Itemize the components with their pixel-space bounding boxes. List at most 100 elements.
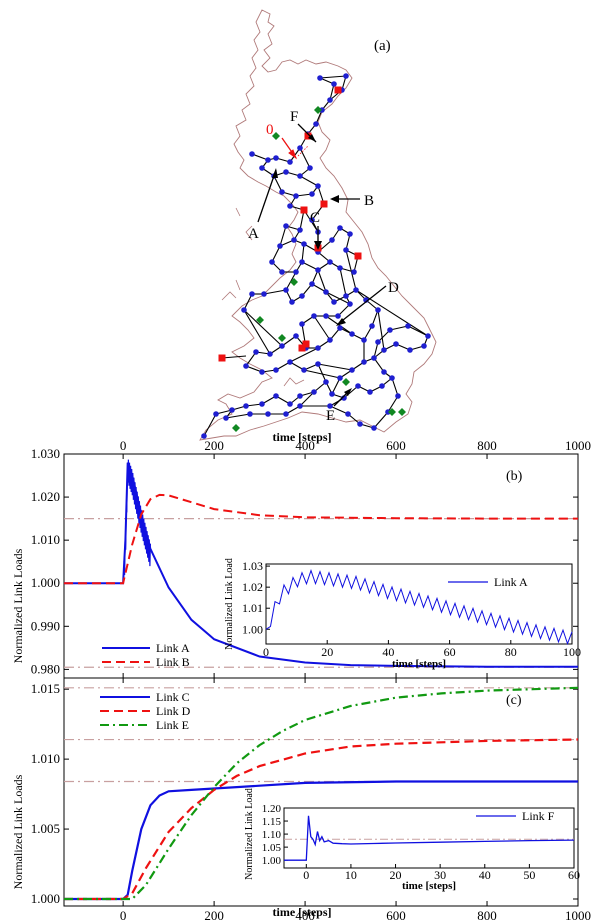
network-node	[201, 433, 207, 439]
network-link	[317, 363, 327, 383]
network-node	[381, 347, 387, 353]
inset-b-ytick-label: 1.00	[242, 622, 263, 636]
network-link	[373, 357, 385, 373]
annotation-C-label: C	[310, 210, 320, 226]
consumer-node	[388, 408, 396, 416]
network-node	[343, 247, 349, 253]
inset-c-xtick-label: 20	[390, 868, 402, 882]
annotation-A-label: A	[248, 226, 259, 242]
network-link	[337, 303, 351, 317]
series-link-a-oscillation	[123, 459, 151, 576]
network-node	[347, 231, 353, 237]
network-node	[293, 269, 299, 275]
inset-c-ytick-label: 1.10	[262, 829, 282, 841]
network-node	[291, 237, 297, 243]
annotation-F-label: F	[290, 109, 298, 125]
chart-c-xtick-label: 200	[204, 908, 224, 922]
network-link	[377, 329, 391, 343]
network-node	[279, 269, 285, 275]
inset-b-ylabel: Normalized Link Load	[224, 558, 235, 650]
series-link-d	[64, 738, 579, 901]
generator-node	[354, 252, 362, 260]
series-link-a	[64, 462, 578, 668]
network-node	[297, 393, 303, 399]
network-node	[249, 291, 255, 297]
consumer-node	[256, 316, 264, 324]
network-link	[301, 261, 319, 271]
network-link	[281, 335, 297, 347]
network-node	[253, 349, 259, 355]
inset-c-xtick-label: 30	[434, 868, 446, 882]
network-link	[313, 315, 331, 341]
network-node	[273, 367, 279, 373]
generator-node	[302, 340, 310, 348]
network-link	[299, 175, 319, 187]
annotation-D-arrow	[337, 285, 387, 325]
network-link	[245, 351, 257, 367]
inset-c-xtick-label: 40	[479, 868, 491, 882]
network-node	[375, 307, 381, 313]
network-node	[297, 227, 303, 233]
network-node	[323, 289, 329, 295]
chart-b-ytick-label: 0.990	[31, 618, 60, 633]
network-node	[267, 351, 273, 357]
annotation-E-label: E	[326, 408, 335, 424]
network-node	[309, 281, 315, 287]
chart-b-ytick-label: 1.000	[31, 575, 60, 590]
network-node	[259, 401, 265, 407]
chart-c-xtick-label: 400	[295, 908, 315, 922]
chart-c-ytick-label: 1.000	[31, 891, 60, 906]
network-node	[393, 341, 399, 347]
chart-c: 0 200 400 600 800 10001.0001.0051.0101.015Nor…	[11, 677, 591, 922]
chart-b-xtick-label-top: 1000	[565, 438, 591, 453]
network-link	[391, 377, 399, 397]
annotation-A-arrowhead	[272, 168, 278, 178]
inset-c-background	[283, 804, 575, 870]
annotation-0-dotted-link	[297, 145, 309, 157]
network-node	[331, 299, 337, 305]
network-link	[325, 291, 351, 305]
network-link	[251, 153, 269, 161]
annotation-C-arrowhead	[314, 241, 322, 250]
network-link	[355, 289, 429, 337]
network-node	[361, 337, 367, 343]
consumer-node	[232, 424, 240, 432]
chart-c-xtick-label: 600	[386, 908, 406, 922]
network-link	[339, 267, 347, 297]
network-node	[345, 411, 351, 417]
chart-b-ylabel: Normalized Link Loads	[11, 548, 25, 663]
annotation-D-arrowhead	[336, 318, 346, 326]
legend-label-link-a: Link A	[156, 641, 190, 655]
network-node	[313, 121, 319, 127]
inset-b-ytick-label: 1.01	[242, 601, 263, 615]
network-node	[309, 191, 315, 197]
chart-c-xtick-label: 800	[477, 908, 497, 922]
network-link	[289, 347, 319, 363]
consumer-node	[314, 106, 322, 114]
network-link	[299, 391, 315, 407]
network-link	[243, 309, 283, 347]
consumer-node	[272, 132, 280, 140]
network-node	[283, 169, 289, 175]
network-node	[347, 301, 353, 307]
chart-b-ytick-label: 1.030	[31, 446, 60, 461]
network-node	[353, 287, 359, 293]
network-node	[315, 267, 321, 273]
network-node	[283, 411, 289, 417]
chart-b-ytick-label: 1.020	[31, 489, 60, 504]
legend-label-link-e: Link E	[156, 718, 189, 732]
network-node	[335, 313, 341, 319]
network-node	[337, 225, 343, 231]
chart-b: 0 200 400 600 800 10000.9800.9901.0001.0101.0…	[11, 438, 591, 679]
generator-node	[298, 344, 306, 352]
inset-b-ytick-label: 1.03	[242, 559, 263, 573]
chart-b-xtick-label-top: 400	[295, 438, 315, 453]
chart-b-xtick-label-top: 0	[120, 438, 127, 453]
network-link	[271, 245, 281, 263]
network-node	[279, 343, 285, 349]
inset-c-ylabel: Normalized Link Load	[244, 788, 255, 880]
legend-label-link-b: Link B	[156, 655, 190, 669]
network-node	[283, 223, 289, 229]
inset-b-series-link-a	[265, 569, 573, 646]
